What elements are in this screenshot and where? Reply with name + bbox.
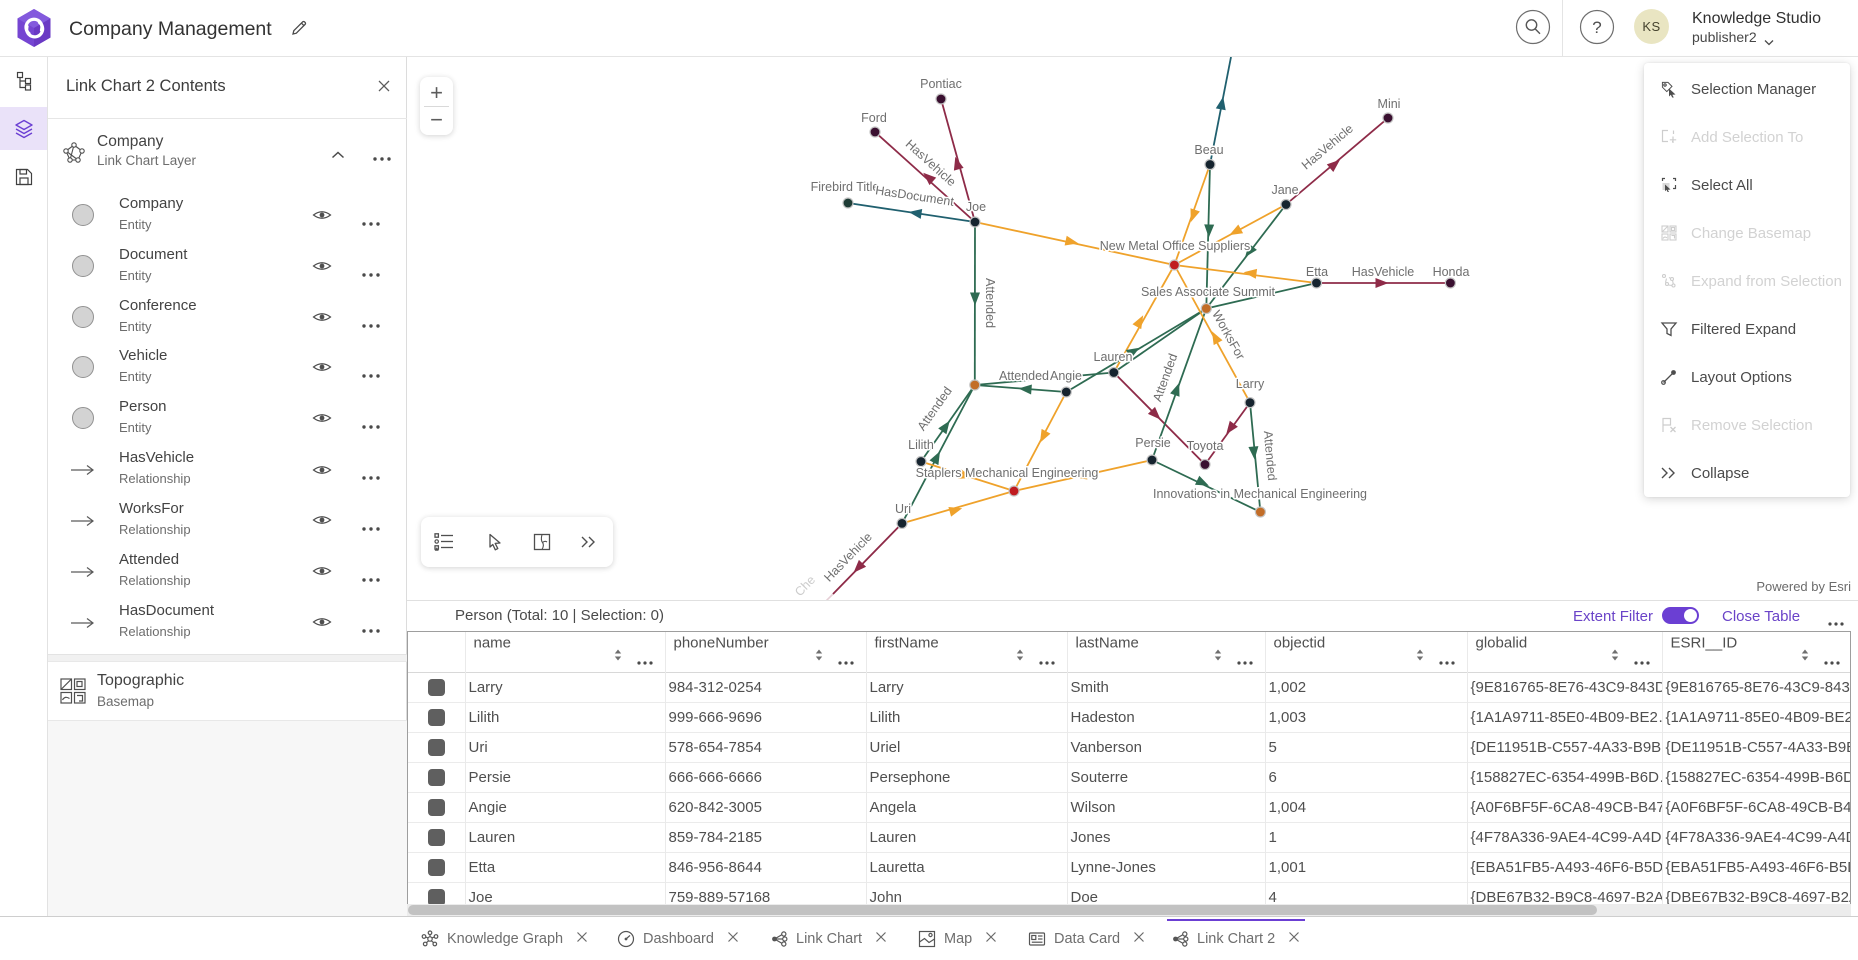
- svg-text:Lilith: Lilith: [908, 438, 934, 452]
- svg-text:HasVehicle: HasVehicle: [821, 530, 875, 585]
- svg-text:Mini: Mini: [1378, 97, 1401, 111]
- svg-text:Che: Che: [792, 573, 818, 599]
- svg-text:Innovations in Mechanical Engi: Innovations in Mechanical Engineering: [1153, 487, 1367, 501]
- svg-text:?: ?: [1592, 18, 1601, 37]
- svg-text:Attended: Attended: [915, 384, 955, 433]
- svg-text:Joe: Joe: [966, 200, 986, 214]
- svg-text:Jane: Jane: [1271, 183, 1298, 197]
- svg-text:Persie: Persie: [1135, 436, 1170, 450]
- svg-text:Attended: Attended: [983, 278, 997, 328]
- svg-text:Beau: Beau: [1194, 143, 1223, 157]
- svg-text:Angie: Angie: [1050, 369, 1082, 383]
- svg-text:Attended: Attended: [999, 369, 1049, 383]
- svg-text:Firebird Title: Firebird Title: [811, 180, 880, 194]
- svg-text:Attended: Attended: [1261, 430, 1279, 481]
- svg-text:New Metal Office Suppliers: New Metal Office Suppliers: [1100, 239, 1251, 253]
- svg-text:HasVehicle: HasVehicle: [1352, 265, 1415, 279]
- svg-text:Ford: Ford: [861, 111, 887, 125]
- svg-text:Larry: Larry: [1236, 377, 1265, 391]
- svg-text:Staplers Mechanical Engineerin: Staplers Mechanical Engineering: [916, 466, 1099, 480]
- svg-text:Lauren: Lauren: [1094, 350, 1133, 364]
- svg-text:Sales Associate Summit: Sales Associate Summit: [1141, 285, 1276, 299]
- svg-text:Uri: Uri: [895, 502, 911, 516]
- svg-text:Pontiac: Pontiac: [920, 77, 962, 91]
- svg-text:Etta: Etta: [1306, 265, 1328, 279]
- svg-text:Toyota: Toyota: [1187, 439, 1224, 453]
- svg-text:Honda: Honda: [1433, 265, 1470, 279]
- svg-text:HasDocument: HasDocument: [874, 183, 955, 209]
